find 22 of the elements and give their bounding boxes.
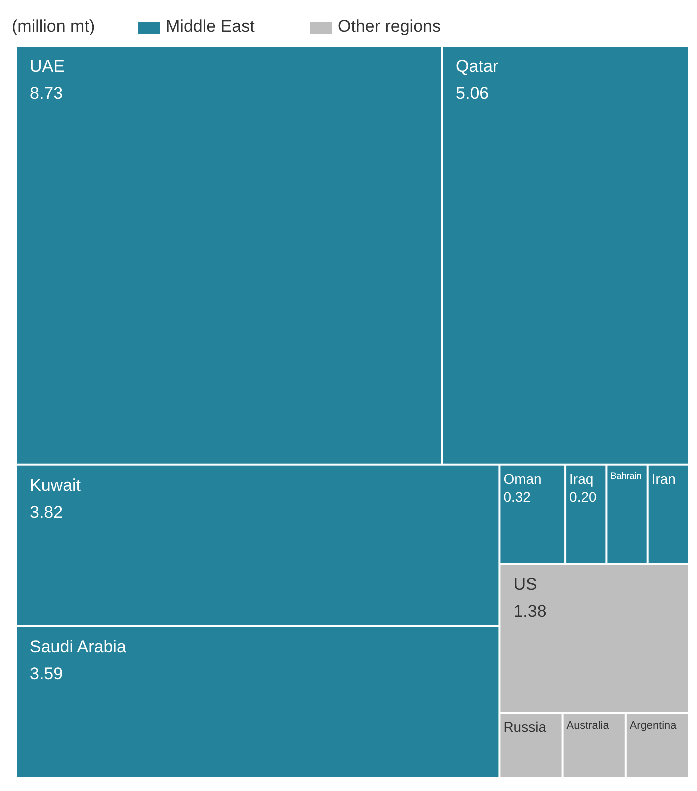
data-label: 3.82	[30, 502, 64, 522]
category-label: Qatar	[456, 57, 499, 76]
category-label: Argentina	[630, 720, 678, 732]
data-label: 0.32	[504, 488, 532, 505]
category-label: Saudi Arabia	[30, 637, 127, 656]
legend-label: Other regions	[338, 17, 441, 36]
category-label: Australia	[566, 720, 610, 732]
category-label: Russia	[504, 719, 547, 736]
category-label: UAE	[30, 57, 65, 76]
category-label: Iran	[652, 470, 676, 487]
category-label: Kuwait	[30, 476, 82, 495]
category-label: Iraq	[570, 470, 594, 487]
legend-label: Middle East	[166, 17, 256, 36]
data-label: 1.38	[514, 602, 547, 622]
data-label: 8.73	[30, 84, 64, 103]
category-label: Bahrain	[610, 470, 642, 481]
data-label: 5.06	[456, 84, 490, 103]
category-label: US	[514, 575, 538, 594]
text: (million mt)	[12, 17, 96, 36]
category-label: Oman	[504, 470, 542, 487]
data-label: 3.59	[30, 664, 64, 684]
data-label: 0.20	[570, 488, 598, 505]
